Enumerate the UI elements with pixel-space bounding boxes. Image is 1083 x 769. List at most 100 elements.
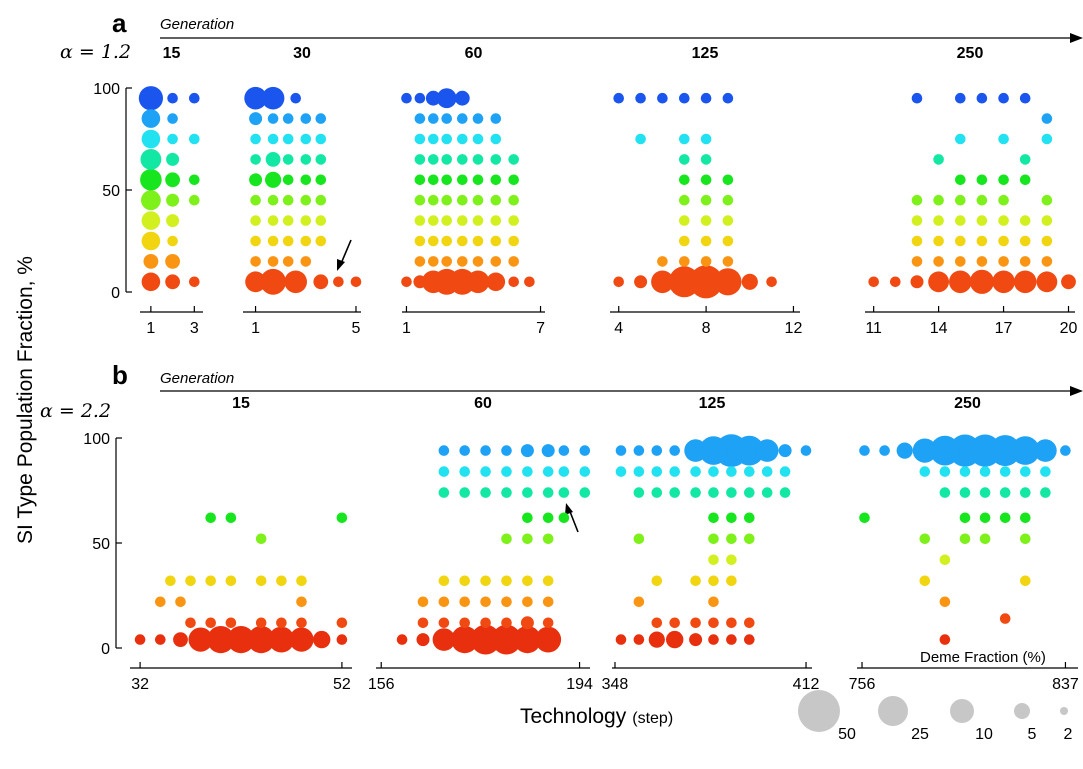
data-point [558,445,570,456]
data-point [979,533,991,545]
data-point [167,133,178,145]
data-point [260,268,286,295]
data-point [734,435,765,466]
data-point [542,617,554,629]
x-tick-label: 3 [190,320,199,337]
data-point [143,254,159,269]
data-point [438,445,450,456]
data-point [1041,133,1053,145]
data-point [558,512,570,524]
data-point [542,575,554,587]
data-point [910,275,924,289]
data-point [761,466,773,477]
data-point [417,596,429,608]
size-legend-value: 10 [975,726,993,743]
data-point [999,613,1011,624]
data-point [522,512,533,524]
data-point [700,174,712,186]
data-point [939,466,951,477]
data-point [459,445,471,456]
data-point [939,596,951,608]
x-tick-label: 1 [146,320,155,337]
data-point [635,133,646,145]
x-tick-label: 12 [785,320,803,337]
data-point [255,575,267,587]
data-point [513,626,542,654]
data-point [414,92,426,104]
data-point [522,596,533,608]
data-point [284,270,308,294]
data-point [939,487,951,498]
x-tick-label: 5 [352,320,361,337]
chart-panel-a-gen-30: 30 1 5 [243,45,362,337]
x-tick-label: 20 [1060,320,1078,337]
data-point [501,445,512,456]
data-point [959,487,971,498]
data-point [741,273,758,290]
data-point [249,112,263,126]
data-point [244,86,267,110]
data-point [726,617,737,629]
data-point [722,194,734,206]
data-point [679,256,690,267]
data-point [911,256,923,267]
data-point [315,194,327,206]
data-point [522,533,533,545]
data-point [722,92,734,104]
data-point [933,154,944,165]
size-legend-title: Deme Fraction (%) [920,649,1046,666]
data-point [255,533,267,545]
data-point [708,466,719,477]
data-point [245,271,266,293]
data-point [1041,256,1053,267]
data-point [522,487,533,498]
data-point [441,113,453,124]
data-point [976,215,988,226]
data-point [457,215,468,226]
data-point [708,554,719,566]
data-point [651,617,663,629]
data-point [265,171,282,188]
data-point [490,235,502,247]
data-point [508,194,519,206]
data-point [267,194,279,206]
data-point [265,152,281,167]
generation-label-a: Generation [160,16,234,33]
data-point [976,235,988,247]
data-point [969,269,995,294]
data-point [300,174,312,186]
data-point [501,466,512,477]
data-point [255,617,267,629]
data-point [999,487,1011,498]
data-point [896,442,913,459]
data-point [912,438,937,463]
generation-header: 125 [692,45,719,62]
data-point [699,436,728,465]
data-point [315,174,327,186]
data-point [976,194,988,206]
data-point [669,617,680,629]
data-point [300,235,312,247]
data-point [480,596,491,608]
data-point [225,617,237,629]
size-legend-bubble [1060,707,1068,715]
data-point [979,487,991,498]
data-point [227,626,255,654]
x-tick-label: 14 [930,320,948,337]
x-tick-label: 1 [402,320,411,337]
data-point [726,533,737,545]
data-point [140,169,162,191]
data-point [457,194,468,206]
size-legend-bubble [1014,703,1030,719]
data-point [744,617,755,629]
data-point [959,533,971,545]
x-axis-unit: (step) [632,710,673,727]
data-point [414,215,426,226]
data-point [480,466,491,477]
data-point [579,487,591,498]
data-point [414,113,426,124]
data-point [859,512,870,524]
data-point [998,174,1009,186]
data-point [472,256,484,267]
x-tick-label: 194 [566,676,593,693]
